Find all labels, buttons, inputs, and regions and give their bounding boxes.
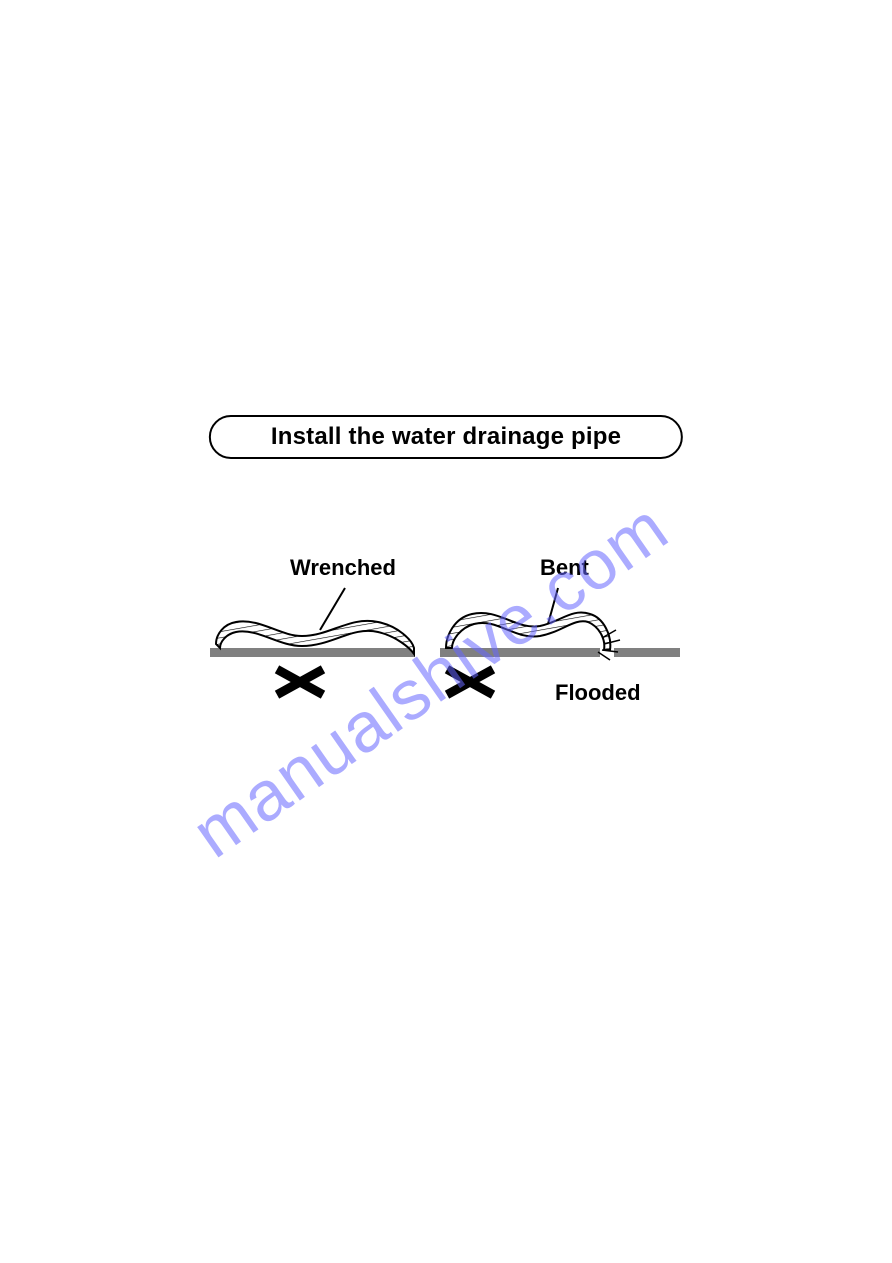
surface-left <box>210 648 415 657</box>
leader-line-bent <box>548 588 558 624</box>
label-bent: Bent <box>540 555 590 580</box>
label-flooded: Flooded <box>555 680 641 705</box>
cross-mark-left <box>277 669 323 694</box>
cross-mark-right <box>447 669 493 694</box>
label-wrenched: Wrenched <box>290 555 396 580</box>
pipe-bent <box>446 613 610 650</box>
leader-line-wrenched <box>320 588 345 630</box>
surface-right <box>440 648 680 657</box>
drainage-pipe-diagram: Wrenched Bent Flooded <box>0 0 892 1263</box>
